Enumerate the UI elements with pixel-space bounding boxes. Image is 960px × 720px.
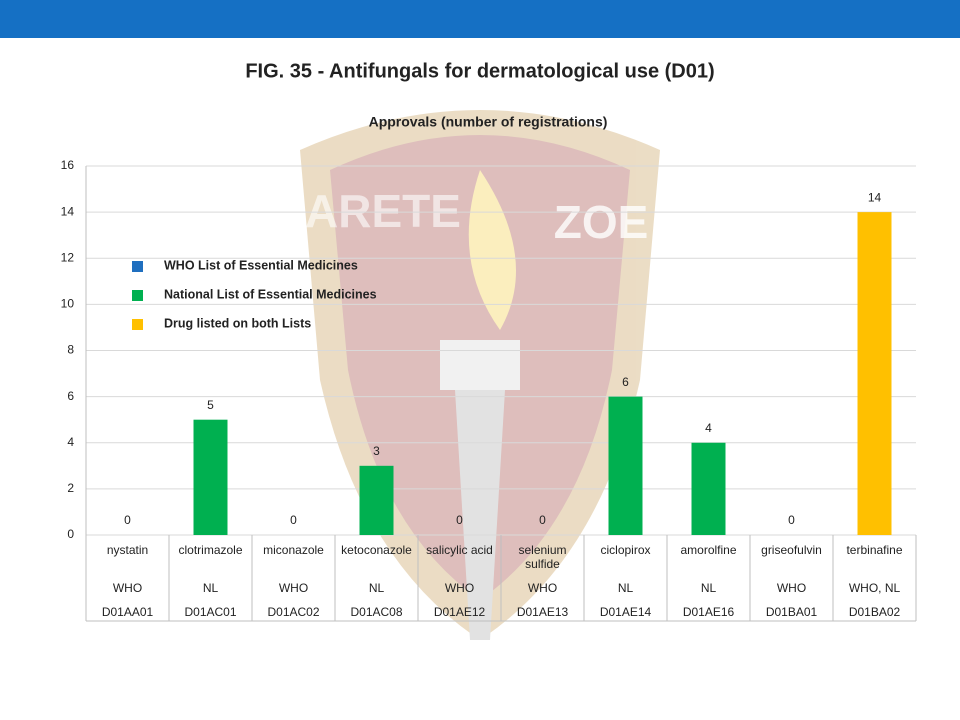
list-label: WHO xyxy=(113,581,142,595)
x-tick-label: selenium sulfide xyxy=(518,543,566,571)
data-label: 0 xyxy=(456,513,463,527)
data-label: 3 xyxy=(373,444,380,458)
bar xyxy=(691,442,726,535)
watermark-text: ARETE xyxy=(305,185,461,237)
legend-label: WHO List of Essential Medicines xyxy=(164,258,358,272)
bar xyxy=(359,465,394,535)
legend-swatch xyxy=(132,319,143,330)
list-label: NL xyxy=(203,581,219,595)
bar xyxy=(608,396,643,535)
code-label: D01AE16 xyxy=(683,605,735,619)
legend-swatch xyxy=(132,290,143,301)
list-label: NL xyxy=(369,581,385,595)
bar xyxy=(193,419,228,535)
x-tick-label: nystatin xyxy=(107,543,148,557)
y-tick-label: 4 xyxy=(67,435,74,449)
code-label: D01AC08 xyxy=(350,605,402,619)
y-tick-label: 12 xyxy=(61,250,75,264)
legend-swatch xyxy=(132,261,143,272)
y-tick-label: 2 xyxy=(67,481,74,495)
data-label: 4 xyxy=(705,421,712,435)
x-tick-label: ciclopirox xyxy=(600,543,650,557)
y-tick-label: 8 xyxy=(67,343,74,357)
data-label: 6 xyxy=(622,375,629,389)
y-tick-label: 14 xyxy=(61,204,75,218)
watermark-text: ZOE xyxy=(554,196,649,248)
legend-label: National List of Essential Medicines xyxy=(164,287,377,301)
x-tick-label: salicylic acid xyxy=(426,543,493,557)
x-tick-label: clotrimazole xyxy=(178,543,242,557)
code-label: D01BA01 xyxy=(766,605,818,619)
code-label: D01AC01 xyxy=(184,605,236,619)
x-tick-label: amorolfine xyxy=(680,543,736,557)
data-label: 5 xyxy=(207,398,214,412)
x-tick-label: miconazole xyxy=(263,543,324,557)
code-label: D01AE12 xyxy=(434,605,486,619)
data-label: 0 xyxy=(788,513,795,527)
y-tick-label: 10 xyxy=(61,297,75,311)
data-label: 14 xyxy=(868,190,882,204)
y-tick-label: 6 xyxy=(67,389,74,403)
legend-label: Drug listed on both Lists xyxy=(164,316,311,330)
bar xyxy=(857,212,892,535)
x-tick-label: griseofulvin xyxy=(761,543,822,557)
code-label: D01BA02 xyxy=(849,605,901,619)
code-label: D01AE14 xyxy=(600,605,652,619)
x-tick-label: ketoconazole xyxy=(341,543,412,557)
y-tick-label: 16 xyxy=(61,158,75,172)
code-label: D01AE13 xyxy=(517,605,569,619)
code-label: D01AC02 xyxy=(267,605,319,619)
list-label: WHO, NL xyxy=(849,581,901,595)
list-label: WHO xyxy=(445,581,474,595)
list-label: WHO xyxy=(279,581,308,595)
list-label: NL xyxy=(618,581,634,595)
chart-subtitle: Approvals (number of registrations) xyxy=(369,114,608,130)
data-label: 0 xyxy=(290,513,297,527)
list-label: NL xyxy=(701,581,717,595)
code-label: D01AA01 xyxy=(102,605,154,619)
header-bar xyxy=(0,0,960,38)
list-label: WHO xyxy=(528,581,557,595)
data-label: 0 xyxy=(539,513,546,527)
chart-title: FIG. 35 - Antifungals for dermatological… xyxy=(245,60,714,82)
x-tick-label: terbinafine xyxy=(846,543,902,557)
list-label: WHO xyxy=(777,581,806,595)
y-tick-label: 0 xyxy=(67,527,74,541)
data-label: 0 xyxy=(124,513,131,527)
